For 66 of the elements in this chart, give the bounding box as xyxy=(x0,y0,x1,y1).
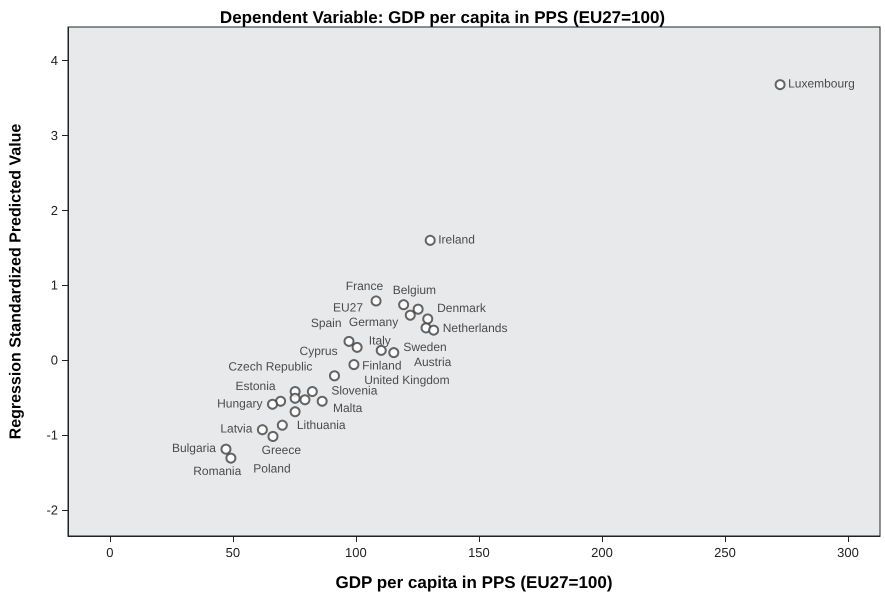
x-tick-label: 150 xyxy=(468,545,490,560)
point xyxy=(220,444,232,455)
point xyxy=(299,394,310,406)
data-label: Romania xyxy=(193,464,242,478)
point xyxy=(276,420,288,431)
x-tick-label: 200 xyxy=(591,545,613,560)
data-label: Belgium xyxy=(392,282,436,297)
point xyxy=(290,392,301,404)
x-tick-label: 0 xyxy=(106,545,114,560)
y-tick-label: 2 xyxy=(50,202,58,218)
data-label: Italy xyxy=(368,333,391,348)
data-label: Lithuania xyxy=(296,418,346,432)
data-label: Greece xyxy=(262,443,302,458)
point xyxy=(267,430,278,442)
point xyxy=(256,424,268,436)
point xyxy=(328,370,340,382)
point xyxy=(316,396,328,407)
point xyxy=(404,310,416,321)
point xyxy=(388,347,400,358)
point xyxy=(412,304,424,315)
point xyxy=(352,342,363,353)
data-label: Bulgaria xyxy=(172,441,216,456)
data-label: Ireland xyxy=(438,232,475,246)
y-tick-label: 4 xyxy=(50,53,58,68)
data-label: Malta xyxy=(333,400,363,415)
data-label: Austria xyxy=(414,355,452,370)
x-tick-label: 250 xyxy=(714,545,736,560)
point xyxy=(290,406,301,418)
data-label: Hungary xyxy=(217,396,262,410)
data-label: Czech Republic xyxy=(228,360,312,374)
data-label: EU27 xyxy=(332,300,364,314)
chart-title: Dependent Variable: GDP per capita in PPS (EU27=100) xyxy=(220,8,666,27)
point xyxy=(225,452,236,464)
data-label: Cyprus xyxy=(300,344,338,358)
data-label: Spain xyxy=(310,316,342,330)
data-label: Netherlands xyxy=(442,320,508,335)
data-label: Germany xyxy=(348,314,398,329)
x-tick-label: 300 xyxy=(837,545,859,560)
data-label: Luxembourg xyxy=(788,76,855,91)
y-tick-label: -1 xyxy=(46,427,58,442)
point xyxy=(428,324,440,336)
point xyxy=(370,295,382,306)
y-tick-label: 1 xyxy=(50,278,58,293)
x-tick-label: 100 xyxy=(345,545,367,560)
point xyxy=(275,396,286,407)
y-tick-label: 0 xyxy=(50,352,58,368)
x-tick-label: 50 xyxy=(226,545,240,560)
y-axis-title: Regression Standardized Predicted Value xyxy=(8,124,24,440)
y-tick-label: -2 xyxy=(46,502,58,518)
data-label: Poland xyxy=(253,461,291,476)
data-label: Estonia xyxy=(236,379,276,394)
point xyxy=(424,234,436,246)
point xyxy=(306,386,318,398)
y-tick-label: 3 xyxy=(50,128,58,144)
point xyxy=(774,79,786,90)
data-label: Latvia xyxy=(220,422,253,436)
data-label: France xyxy=(346,279,384,294)
x-axis-title: GDP per capita in PPS (EU27=100) xyxy=(336,573,612,592)
data-label: Sweden xyxy=(403,340,447,354)
data-label: Denmark xyxy=(437,301,487,316)
point xyxy=(348,359,360,370)
point xyxy=(344,336,354,347)
point xyxy=(422,313,434,324)
point xyxy=(266,398,278,410)
point xyxy=(398,299,410,310)
data-label: Finland xyxy=(362,358,402,372)
